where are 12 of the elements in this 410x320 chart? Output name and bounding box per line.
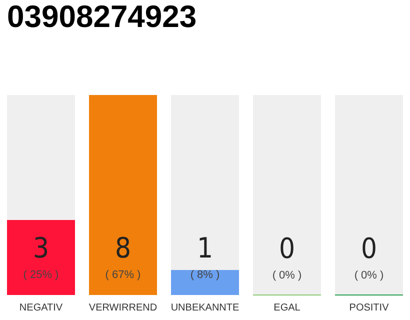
x-tick-label: NEGATIV [19,302,63,314]
x-tick-label: VERWIRREND [88,302,158,314]
data-label: 8 ( 67% ) [105,232,141,281]
data-label: 1 ( 8% ) [190,232,220,281]
chart-title: 03908274923 [7,0,197,34]
data-label: 0 ( 0% ) [354,232,384,282]
x-tick-label: POSITIV [349,302,390,314]
data-label: 3 ( 25% ) [23,232,59,281]
x-tick-label: EGAL [274,302,301,314]
x-tick-label: UNBEKANNTE [170,302,240,314]
data-label: 0 ( 0% ) [272,232,302,282]
bar [171,270,239,295]
